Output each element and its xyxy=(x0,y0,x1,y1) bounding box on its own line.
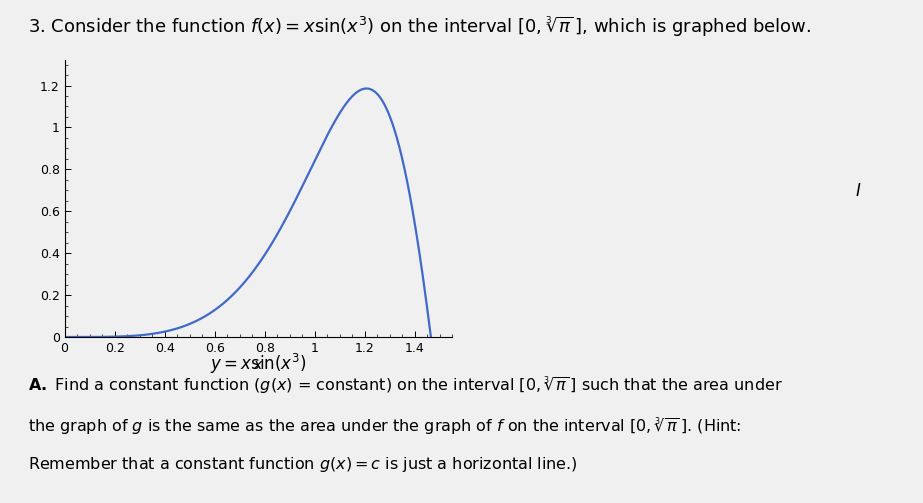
Text: $\mathbf{A.}$ Find a constant function ($g(x)$ = constant) on the interval $[0, : $\mathbf{A.}$ Find a constant function (… xyxy=(28,375,783,397)
Text: I: I xyxy=(856,182,861,200)
Text: the graph of $g$ is the same as the area under the graph of $f$ on the interval : the graph of $g$ is the same as the area… xyxy=(28,415,741,438)
Text: 3. Consider the function $f(x) = x\sin(x^3)$ on the interval $[0, \sqrt[3]{\pi}\: 3. Consider the function $f(x) = x\sin(x… xyxy=(28,15,811,39)
Text: Remember that a constant function $g(x) = c$ is just a horizontal line.): Remember that a constant function $g(x) … xyxy=(28,455,577,474)
Text: $y = x\sin(x^3)$: $y = x\sin(x^3)$ xyxy=(210,352,306,376)
X-axis label: $x$: $x$ xyxy=(253,358,264,372)
